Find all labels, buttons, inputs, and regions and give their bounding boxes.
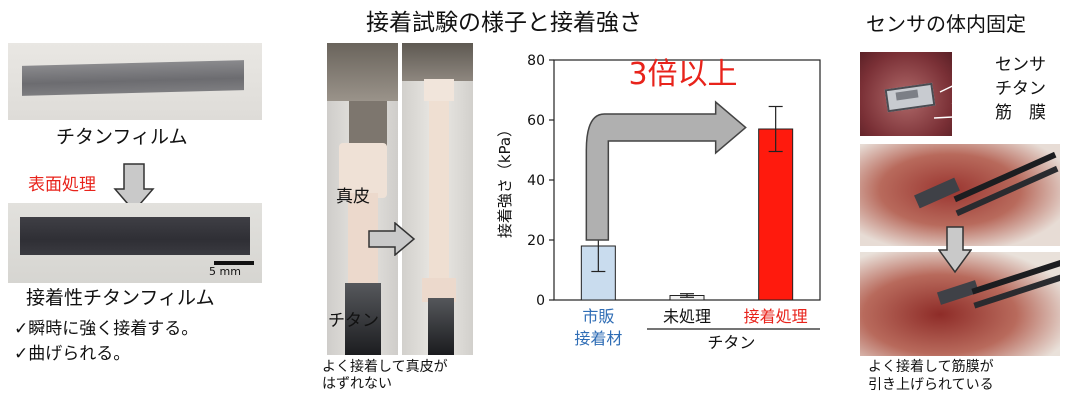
y-axis-label: 接着強さ（kPa）: [496, 122, 514, 238]
down-arrow-icon: [113, 163, 155, 213]
label-leader-lines: [933, 67, 993, 119]
group-label: チタン: [707, 333, 755, 352]
fascia-photo-bottom: [860, 252, 1060, 356]
center-titanium-label: チタン: [328, 311, 379, 331]
scale-bar-label: 5 mm: [209, 265, 241, 278]
right-arrow-icon: [368, 222, 416, 256]
right-caption-line1: よく接着して筋膜が: [868, 359, 994, 375]
treatment-label: 表面処理: [28, 175, 96, 195]
fascia-label: 筋 膜: [995, 103, 1046, 123]
down-arrow-icon: [938, 226, 972, 274]
category-label-line2: 接着材: [574, 329, 622, 348]
y-tick-label: 0: [536, 293, 545, 309]
category-label: 市販: [582, 307, 614, 326]
sensor-label: センサ: [995, 55, 1046, 75]
right-caption-line2: 引き上げられている: [868, 377, 994, 393]
annotation-label: 3倍以上: [628, 57, 737, 92]
test-photo-before: [327, 43, 398, 355]
dermis-label: 真皮: [336, 187, 370, 207]
category-label: 未処理: [663, 307, 711, 326]
sensor-implant-photo: [860, 52, 952, 136]
feature-bullet-1: ✓瞬時に強く接着する。: [14, 319, 199, 339]
adhesive-film-label: 接着性チタンフィルム: [26, 287, 215, 309]
film-label: チタンフィルム: [56, 126, 188, 148]
right-titanium-label: チタン: [995, 79, 1046, 99]
y-tick-label: 80: [527, 53, 545, 69]
y-tick-label: 60: [527, 113, 545, 129]
y-tick-label: 40: [527, 173, 545, 189]
y-tick-label: 20: [527, 233, 545, 249]
center-caption-line1: よく接着して真皮が: [322, 359, 448, 375]
center-title: 接着試験の様子と接着強さ: [366, 10, 642, 36]
feature-bullet-2: ✓曲げられる。: [14, 344, 131, 364]
adhesive-film-photo: [8, 203, 262, 283]
bar: [758, 128, 794, 301]
titanium-film-photo: [8, 43, 262, 120]
category-label: 接着処理: [744, 307, 808, 326]
increase-arrow-icon: [585, 100, 747, 241]
right-title: センサの体内固定: [866, 12, 1026, 36]
test-photo-after: [402, 43, 473, 355]
center-caption-line2: はずれない: [322, 376, 392, 392]
